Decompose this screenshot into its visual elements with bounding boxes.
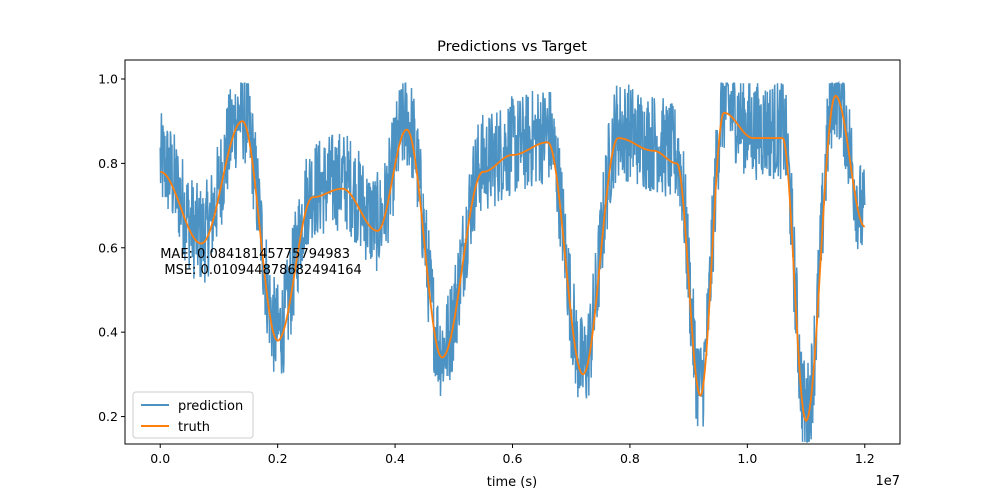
annotation-line: MAE: 0.08418145775794983: [160, 247, 350, 262]
truth-line: [160, 94, 866, 423]
annotation-line: MSE: 0.010944878682494164: [160, 263, 362, 278]
series-layer: [159, 80, 866, 443]
y-tick-label: 0.8: [98, 156, 118, 171]
x-tick-label: 0.4: [385, 451, 405, 466]
y-tick-label: 1.0: [98, 71, 118, 86]
x-axis: 0.0 0.2 0.4 0.6 0.8 1.0 1.2: [150, 444, 875, 466]
legend-label-truth: truth: [178, 420, 210, 435]
y-axis: 0.2 0.4 0.6 0.8 1.0: [98, 71, 125, 424]
y-tick-label: 0.2: [98, 409, 118, 424]
x-tick-label: 0.8: [620, 451, 640, 466]
legend: prediction truth: [132, 391, 254, 439]
metrics-annotation: MAE: 0.08418145775794983 MSE: 0.01094487…: [160, 247, 362, 278]
prediction-line: [159, 80, 866, 443]
x-tick-label: 0.6: [503, 451, 523, 466]
x-tick-label: 1.0: [737, 451, 757, 466]
y-tick-label: 0.4: [98, 325, 118, 340]
x-tick-label: 1.2: [855, 451, 875, 466]
x-axis-offset: 1e7: [875, 474, 900, 489]
x-tick-label: 0.2: [268, 451, 288, 466]
y-tick-label: 0.6: [98, 240, 118, 255]
chart-title: Predictions vs Target: [437, 39, 587, 55]
x-axis-label: time (s): [487, 475, 537, 490]
legend-label-prediction: prediction: [178, 399, 243, 414]
x-tick-label: 0.0: [150, 451, 170, 466]
